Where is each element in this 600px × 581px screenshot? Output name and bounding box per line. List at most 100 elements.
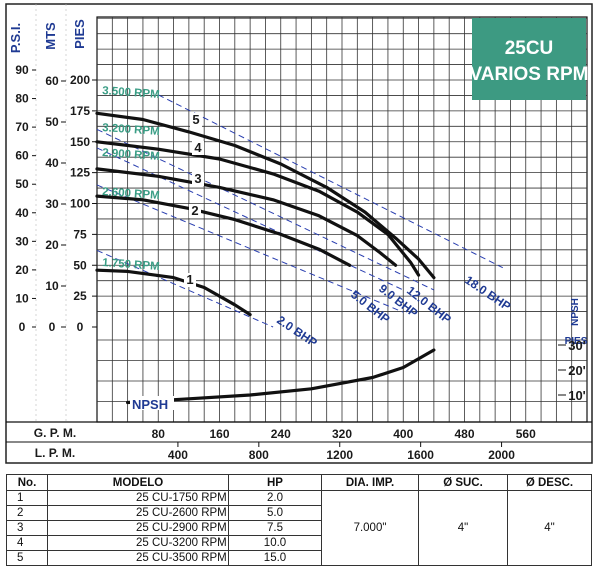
pump-curve — [95, 111, 436, 280]
pump-curve — [95, 194, 352, 267]
row-no: 5 — [6, 550, 48, 566]
pies-tick: 125 — [70, 166, 90, 180]
row-modelo: 25 CU-2900 RPM — [47, 520, 229, 536]
col-desc: Ø DESC. — [507, 474, 592, 491]
gpm-tick: 320 — [332, 427, 352, 441]
row-no: 1 — [6, 490, 48, 506]
gpm-tick: 480 — [454, 427, 474, 441]
npsh-tick: 30' — [568, 338, 586, 353]
pies-tick: 200 — [70, 73, 90, 87]
curve-number: 1 — [186, 272, 193, 287]
curve-number: 3 — [194, 171, 201, 186]
bhp-line — [96, 184, 404, 313]
row-no: 2 — [6, 505, 48, 521]
psi-tick: 40 — [15, 206, 29, 220]
table-row: 4 25 CU-3200 RPM 10.0 — [6, 535, 592, 551]
lpm-tick: 1600 — [407, 448, 434, 462]
gpm-tick: 400 — [393, 427, 413, 441]
psi-axis-title: P.S.I. — [8, 23, 23, 53]
mts-tick: 50 — [45, 115, 59, 129]
pies-tick: 175 — [70, 104, 90, 118]
psi-tick: 20 — [15, 263, 29, 277]
row-hp: 2.0 — [228, 490, 322, 506]
col-no: No. — [6, 474, 48, 491]
rpm-label: 2.900 RPM — [102, 147, 160, 163]
psi-tick: 70 — [15, 120, 29, 134]
psi-tick: 0 — [19, 320, 26, 334]
title-line1: 25CU — [505, 38, 554, 59]
lpm-axis-title: L. P. M. — [35, 446, 75, 460]
bhp-line — [158, 94, 504, 269]
pump-curve — [95, 140, 421, 277]
pump-curves: 1.750 RPM 1 2.600 RPM 2 2.900 RPM 3 3.200 RPM 4… — [95, 85, 436, 412]
dia-imp-value: 7.000" — [321, 490, 419, 566]
curve-number-bg — [192, 172, 204, 186]
npsh-axis-unit: PIES — [565, 336, 588, 347]
lpm-tick: 800 — [249, 448, 269, 462]
table-row: 2 25 CU-2600 RPM 5.0 — [6, 505, 592, 521]
row-modelo: 25 CU-3200 RPM — [47, 535, 229, 551]
psi-tick: 80 — [15, 92, 29, 106]
row-hp: 7.5 — [228, 520, 322, 536]
col-dia-imp: DIA. IMP. — [321, 474, 419, 491]
model-table: No. MODELO HP DIA. IMP. Ø SUC. Ø DESC. 1… — [6, 474, 592, 566]
pies-axis-title: PIES — [72, 19, 87, 49]
lpm-tick: 400 — [168, 448, 188, 462]
bhp-line — [96, 249, 274, 328]
curve-number: 4 — [194, 140, 202, 155]
title-box-bg — [472, 18, 586, 100]
gpm-tick: 240 — [271, 427, 291, 441]
lpm-tick: 2000 — [488, 448, 515, 462]
bhp-line — [96, 147, 404, 291]
curve-number-bg — [189, 204, 201, 218]
pies-tick: 0 — [77, 320, 84, 334]
pies-tick: 100 — [70, 197, 90, 211]
pies-tick: 150 — [70, 135, 90, 149]
gpm-axis-title: G. P. M. — [34, 426, 76, 440]
row-no: 3 — [6, 520, 48, 536]
psi-tick: 10 — [15, 291, 29, 305]
curve-number: 5 — [192, 112, 199, 127]
npsh-tick: 20' — [568, 363, 586, 378]
psi-tick: 60 — [15, 149, 29, 163]
curve-number-bg — [190, 113, 202, 127]
mts-tick: 30 — [45, 197, 59, 211]
mts-axis-title: MTS — [43, 22, 58, 50]
row-modelo: 25 CU-3500 RPM — [47, 550, 229, 566]
rpm-label: 2.600 RPM — [102, 186, 160, 202]
curve-number-bg — [184, 273, 196, 287]
suc-value: 4" — [418, 490, 508, 566]
gpm-tick: 80 — [152, 427, 166, 441]
desc-value: 4" — [507, 490, 592, 566]
title-line2: VARIOS RPM — [470, 64, 589, 85]
title-box: 25CU VARIOS RPM — [470, 18, 589, 100]
rpm-label: 1.750 RPM — [102, 257, 160, 273]
row-no: 4 — [6, 535, 48, 551]
col-suc: Ø SUC. — [418, 474, 508, 491]
gpm-tick: 160 — [209, 427, 229, 441]
chart-frame — [5, 3, 593, 464]
table-row: 5 25 CU-3500 RPM 15.0 — [6, 550, 592, 566]
lpm-tick: 1200 — [326, 448, 353, 462]
row-modelo: 25 CU-1750 RPM — [47, 490, 229, 506]
gpm-tick: 560 — [516, 427, 536, 441]
row-modelo: 25 CU-2600 RPM — [47, 505, 229, 521]
psi-tick: 30 — [15, 234, 29, 248]
mts-tick: 60 — [45, 74, 59, 88]
bhp-line — [96, 128, 435, 291]
pies-tick: 25 — [73, 289, 87, 303]
mts-tick: 40 — [45, 156, 59, 170]
pump-curve — [95, 167, 398, 267]
col-hp: HP — [228, 474, 322, 491]
psi-tick: 50 — [15, 177, 29, 191]
col-modelo: MODELO — [47, 474, 229, 491]
mts-tick: 0 — [49, 320, 56, 334]
npsh-curve-label: NPSH — [132, 397, 168, 412]
table-row: 1 25 CU-1750 RPM 2.0 7.000" 4" 4" — [6, 490, 592, 566]
pump-curve-chart: P.S.I. MTS PIES908070605040302010060504030… — [5, 3, 593, 464]
bhp-label: 18.0 BHP — [462, 273, 513, 314]
pies-tick: 75 — [73, 227, 87, 241]
psi-tick: 90 — [15, 63, 29, 77]
row-hp: 15.0 — [228, 550, 322, 566]
row-hp: 5.0 — [228, 505, 322, 521]
